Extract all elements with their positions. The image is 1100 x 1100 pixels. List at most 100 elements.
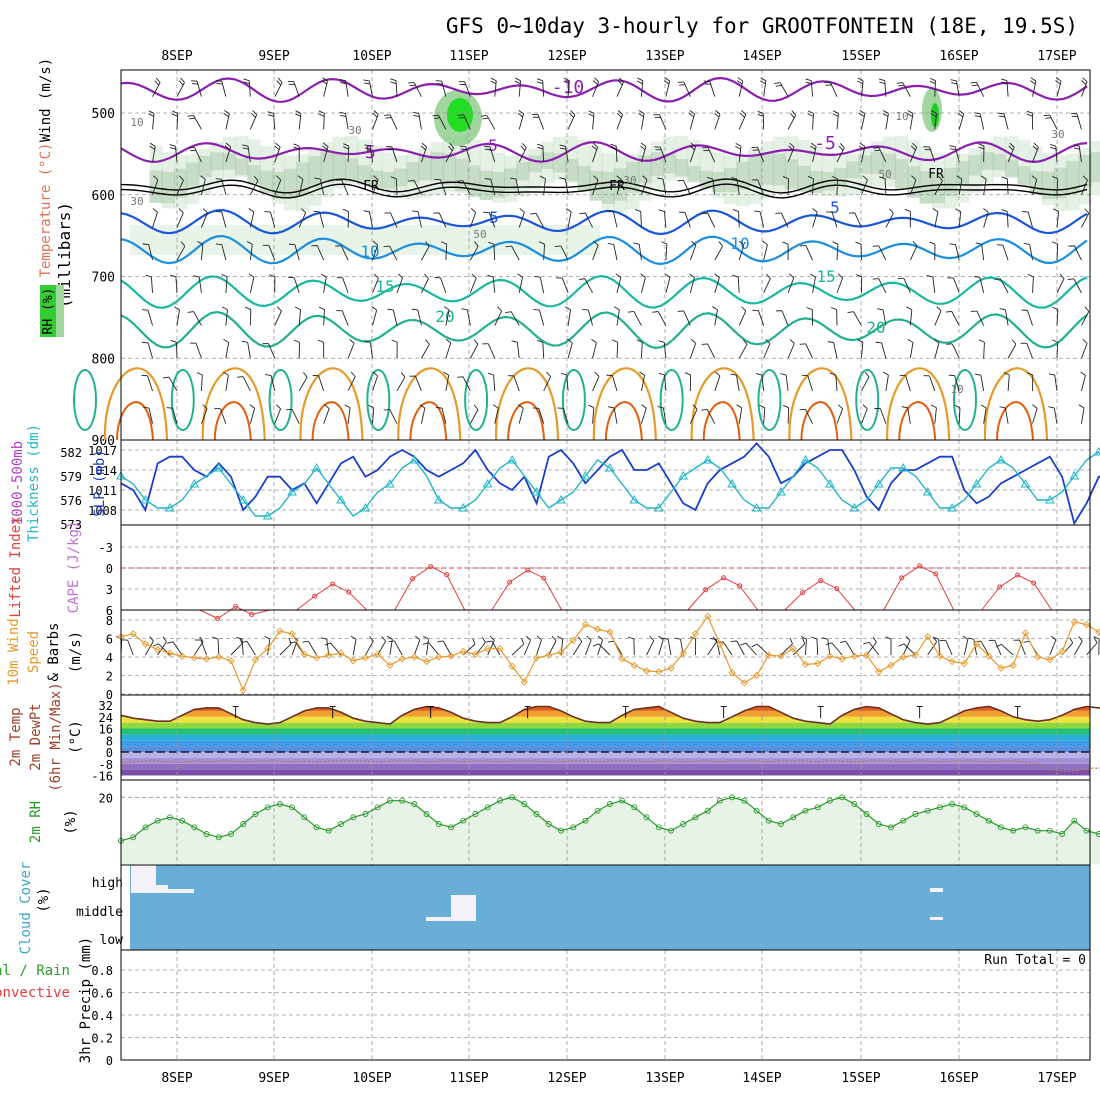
wind-barb [225, 342, 230, 359]
wind-barb [616, 114, 624, 130]
wind-barb [293, 81, 300, 97]
wind-barb-flag [1003, 372, 1010, 376]
wind-barb-flag [269, 274, 276, 278]
wind-barb-flag [657, 406, 664, 409]
rh-marker [851, 801, 858, 807]
wind-barb [293, 277, 300, 293]
wind-barb-flag [612, 339, 618, 343]
wind-barb-flag [364, 144, 371, 147]
wind-barb [979, 113, 985, 130]
wind-barb-flag [904, 208, 911, 212]
rh-marker [289, 804, 296, 811]
isotherm [120, 310, 1088, 350]
thickness-marker [556, 494, 566, 504]
wind-barb-flag [607, 210, 614, 213]
isotherm-20 [953, 369, 977, 431]
rh-marker [729, 794, 736, 801]
wind-barb [585, 639, 592, 656]
wind-barb-flag [859, 110, 866, 115]
precip-tick-label: 0 [106, 1054, 113, 1068]
rh-fill [308, 155, 322, 189]
wind-barb [592, 407, 595, 424]
thickness-marker [898, 462, 909, 472]
wind-barb-flag [1011, 339, 1017, 345]
wind-barb-flag [973, 276, 980, 278]
wind-barb-flag [1071, 115, 1078, 118]
wind-speed-marker [887, 661, 895, 669]
wind-barb [981, 244, 985, 261]
cloud-level-label: high [92, 876, 123, 891]
rh-fill [638, 155, 652, 184]
wind-barb [905, 375, 911, 392]
wind-barb-flag [983, 208, 989, 213]
rh-marker [301, 814, 308, 821]
wind-barb [323, 408, 330, 424]
wind-barb [1081, 407, 1085, 424]
temperature-tick-label: -16 [91, 770, 113, 784]
rh-marker [1059, 831, 1066, 837]
wind-barb [836, 277, 844, 294]
wind-barb [954, 375, 960, 392]
rh-fill [748, 155, 762, 187]
wind-barb [413, 180, 422, 195]
wind-barb-flag [497, 306, 502, 312]
wind-barb-flag [313, 210, 320, 213]
wind-speed-marker [997, 664, 1005, 672]
wind-barb [488, 212, 496, 228]
wind-barb-flag [945, 310, 952, 313]
wind-barb-flag [690, 338, 696, 344]
rh-marker [448, 824, 454, 831]
rh-fill [687, 139, 701, 181]
wind-barb [616, 309, 620, 326]
wind-barb [885, 375, 889, 392]
rh-marker [900, 817, 907, 824]
temperature-band [121, 734, 1090, 741]
wind-barb [707, 641, 717, 656]
wind-barb-flag [170, 339, 177, 343]
wind-barb-flag [782, 241, 789, 245]
wind-speed-marker [337, 649, 345, 657]
wind-barb-flag [449, 143, 455, 149]
wind-barb-flag [898, 643, 905, 647]
rh-fill [491, 152, 505, 203]
rh-fill [650, 152, 664, 177]
wind-barb-flag [320, 273, 327, 278]
wind-barb [1027, 310, 1033, 326]
wind-barb [945, 640, 953, 656]
wind-barb-flag [537, 143, 544, 147]
wind-barb [616, 277, 622, 293]
wind-barb [633, 311, 642, 326]
wind-barb-flag [950, 79, 957, 82]
wind-barb [812, 212, 818, 228]
wind-barb-flag [241, 640, 248, 643]
wind-barb-flag [691, 240, 697, 246]
wind-barb [561, 277, 569, 294]
rh-marker [191, 824, 198, 831]
wind-barb-flag [530, 212, 537, 215]
rh-marker [924, 807, 931, 814]
wind-barb-flag [242, 144, 249, 147]
wind-barb [246, 641, 256, 656]
wind-barb [1056, 309, 1059, 326]
wind-barb-flag [551, 635, 557, 642]
wind-barb [341, 179, 349, 195]
wind-barb-flag [1030, 80, 1036, 85]
wind-barb-flag [1052, 306, 1059, 310]
wind-barb [934, 310, 942, 326]
wind-barb-flag [592, 80, 598, 85]
wind-barb-flag [563, 77, 570, 82]
wind-barb-flag [1023, 242, 1030, 245]
wind-barb-flag [148, 110, 155, 114]
wind-barb-flag [578, 278, 586, 280]
panel-frame [120, 949, 1091, 1061]
isotherm-30 [311, 401, 350, 441]
temperature-contour-label: 5 [830, 198, 840, 217]
rh-marker [240, 821, 247, 827]
panel-axis-label: Lifted Index [8, 516, 24, 617]
wind-barb-flag [837, 404, 843, 410]
temperature-contour-label: 5 [489, 208, 499, 227]
temperature-band [121, 722, 1090, 729]
wind-barb [976, 310, 985, 326]
rh-fill [1017, 166, 1031, 187]
